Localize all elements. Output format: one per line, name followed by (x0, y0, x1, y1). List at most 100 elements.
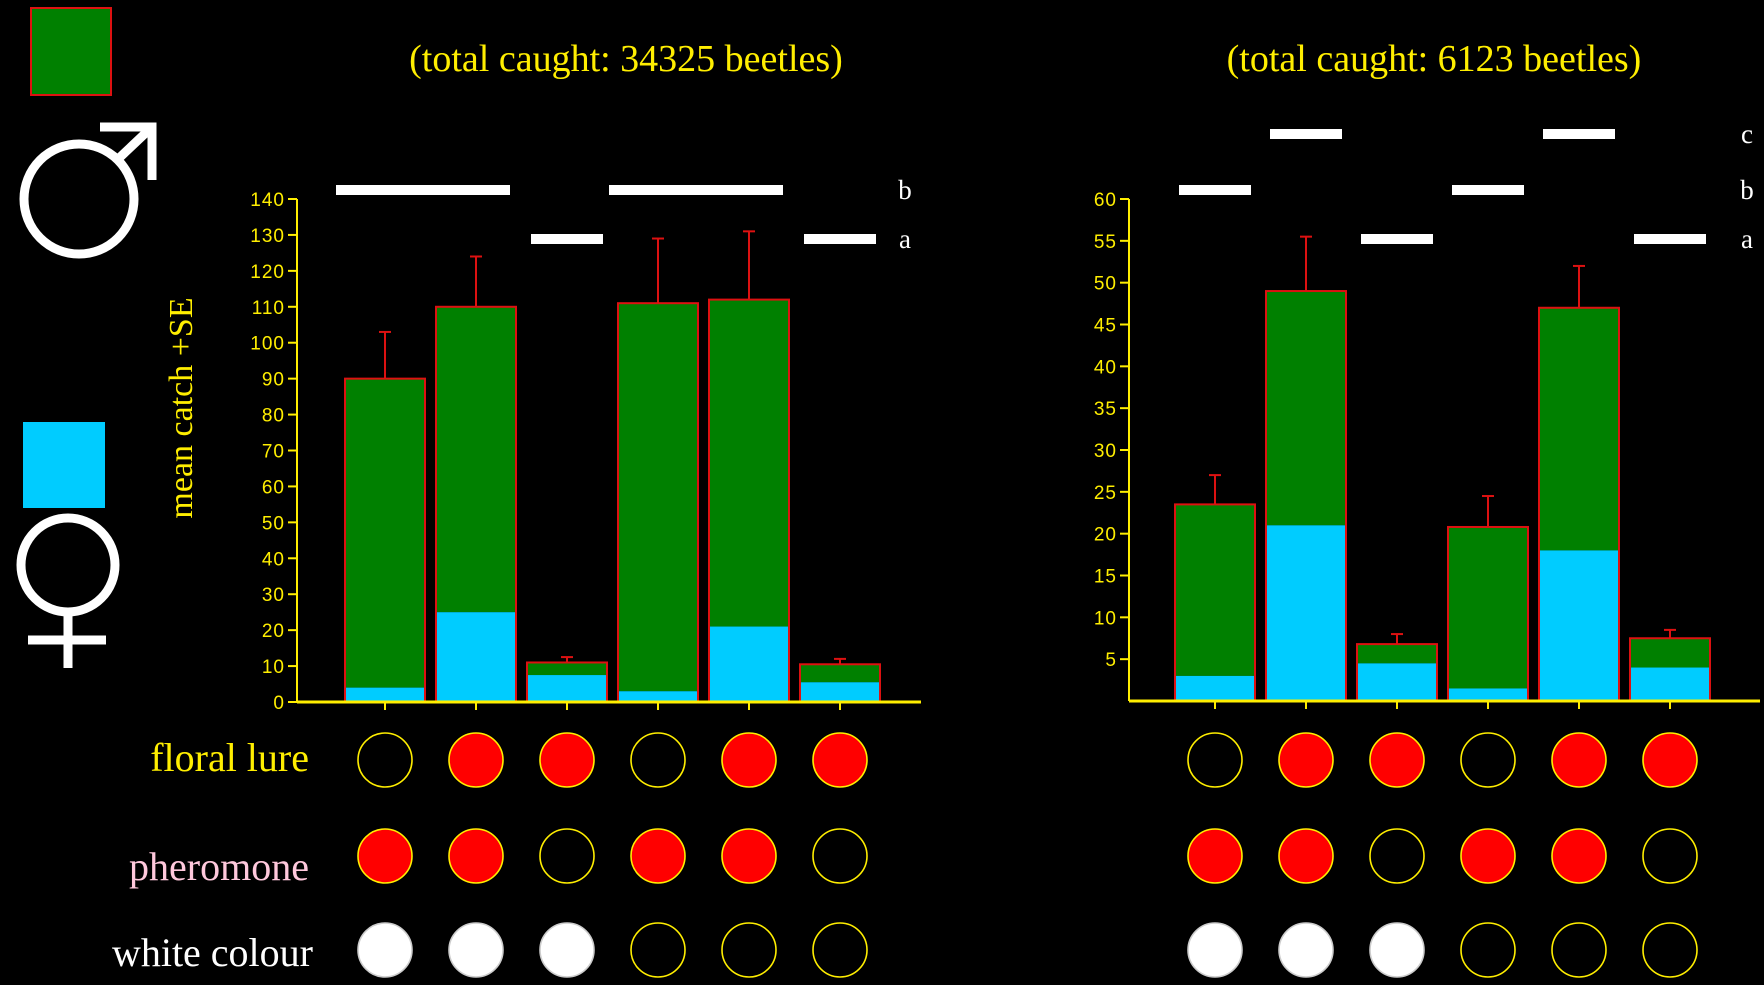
y-tick-label: 90 (262, 370, 285, 391)
male-bar-segment (345, 378, 425, 688)
pheromone-treatment-circle (1551, 828, 1607, 884)
pheromone-treatment-circle (721, 828, 777, 884)
white-colour-label: white colour (112, 930, 313, 975)
pheromone-treatment-circle (1278, 828, 1334, 884)
significance-line (1452, 185, 1524, 195)
pheromone-treatment-circle (448, 828, 504, 884)
significance-line (804, 234, 876, 244)
male-bar-segment (436, 306, 516, 613)
white-colour-treatment-circle (1187, 922, 1243, 978)
left-chart-subtitle: (total caught: 34325 beetles) (409, 38, 843, 80)
female-bar-segment (1630, 667, 1710, 701)
significance-line (531, 234, 603, 244)
male-bar-segment (1448, 526, 1528, 689)
chart-1: 0 10 20 30 40 50 60 70 80 90 100 110 120 130 140 ba (250, 175, 921, 978)
female-bar-segment (436, 612, 516, 702)
floral-lure-treatment-circle (630, 732, 686, 788)
y-tick-label: 45 (1094, 316, 1117, 337)
y-tick-label: 5 (1105, 650, 1117, 671)
significance-line (336, 185, 510, 195)
significance-line (1361, 234, 1433, 244)
female-bar-segment (1357, 663, 1437, 701)
female-bar-segment (1539, 550, 1619, 701)
male-bar-segment (800, 664, 880, 683)
floral-lure-treatment-circle (448, 732, 504, 788)
male-bar-segment (1357, 644, 1437, 664)
white-colour-treatment-circle (630, 922, 686, 978)
floral-lure-label: floral lure (150, 735, 309, 780)
floral-lure-treatment-circle (1187, 732, 1243, 788)
white-colour-treatment-circle (1642, 922, 1698, 978)
female-bar-segment (1175, 675, 1255, 701)
significance-line (1543, 129, 1615, 139)
white-colour-treatment-circle (1551, 922, 1607, 978)
white-colour-treatment-circle (721, 922, 777, 978)
floral-lure-treatment-circle (1642, 732, 1698, 788)
white-colour-treatment-circle (1460, 922, 1516, 978)
y-tick-label: 60 (1094, 190, 1117, 211)
female-bar-segment (1448, 688, 1528, 701)
y-tick-label: 100 (250, 334, 285, 355)
female-bar-segment (527, 675, 607, 702)
white-colour-treatment-circle (812, 922, 868, 978)
white-colour-treatment-circle (1278, 922, 1334, 978)
y-tick-label: 55 (1094, 232, 1117, 253)
y-tick-label: 120 (250, 262, 285, 283)
female-bar-segment (345, 687, 425, 702)
white-colour-treatment-circle (357, 922, 413, 978)
floral-lure-treatment-circle (812, 732, 868, 788)
white-colour-treatment-circle (539, 922, 595, 978)
pheromone-treatment-circle (1460, 828, 1516, 884)
female-bar-segment (1266, 525, 1346, 701)
floral-lure-treatment-circle (1369, 732, 1425, 788)
floral-lure-treatment-circle (1551, 732, 1607, 788)
y-tick-label: 40 (1094, 357, 1117, 378)
male-bar-segment (527, 662, 607, 676)
pheromone-label: pheromone (129, 844, 309, 889)
significance-letter: b (1740, 175, 1754, 205)
y-tick-label: 25 (1094, 483, 1117, 504)
floral-lure-treatment-circle (721, 732, 777, 788)
female-bar-segment (800, 682, 880, 702)
y-tick-label: 15 (1094, 567, 1117, 588)
y-tick-label: 20 (1094, 525, 1117, 546)
floral-lure-treatment-circle (1460, 732, 1516, 788)
y-tick-label: 60 (262, 477, 285, 498)
right-chart-subtitle: (total caught: 6123 beetles) (1227, 38, 1642, 80)
significance-line (1634, 234, 1706, 244)
female-legend-swatch (23, 422, 105, 508)
y-tick-label: 10 (1094, 608, 1117, 629)
floral-lure-treatment-circle (357, 732, 413, 788)
significance-line (609, 185, 783, 195)
male-legend-swatch (30, 7, 112, 96)
male-bar-segment (1175, 504, 1255, 676)
y-tick-label: 35 (1094, 399, 1117, 420)
male-bar-segment (618, 303, 698, 692)
y-tick-label: 30 (262, 585, 285, 606)
male-bar-segment (1539, 307, 1619, 551)
y-tick-label: 30 (1094, 441, 1117, 462)
pheromone-treatment-circle (812, 828, 868, 884)
male-bar-segment (709, 299, 789, 627)
pheromone-treatment-circle (630, 828, 686, 884)
pheromone-treatment-circle (1369, 828, 1425, 884)
y-axis-label: mean catch +SE (163, 297, 200, 518)
significance-line (1179, 185, 1251, 195)
y-tick-label: 110 (252, 298, 285, 319)
significance-letter: b (898, 175, 912, 205)
significance-line (1270, 129, 1342, 139)
y-tick-label: 70 (262, 442, 285, 463)
y-tick-label: 10 (262, 657, 285, 678)
y-tick-label: 20 (262, 621, 285, 642)
pheromone-treatment-circle (1187, 828, 1243, 884)
pheromone-treatment-circle (539, 828, 595, 884)
y-tick-label: 50 (1094, 274, 1117, 295)
y-tick-label: 130 (250, 226, 285, 247)
y-tick-label: 80 (262, 406, 285, 427)
male-bar-segment (1630, 638, 1710, 668)
chart-2: 5 10 15 20 25 30 35 40 45 50 55 60 bc a (1094, 119, 1760, 978)
female-bar-segment (618, 691, 698, 702)
male-bar-segment (1266, 291, 1346, 526)
significance-letter: a (1741, 224, 1753, 254)
